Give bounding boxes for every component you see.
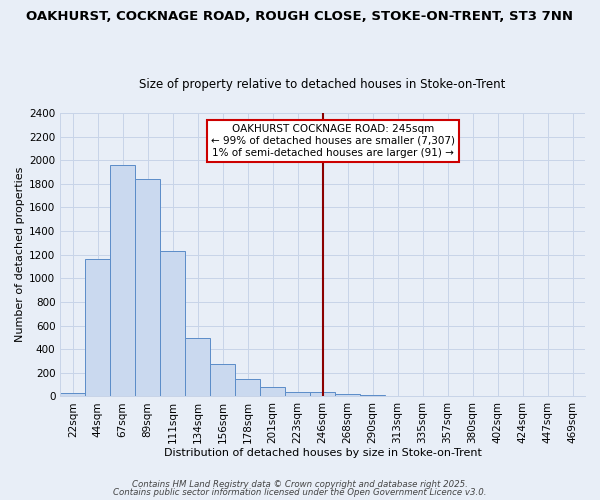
Bar (285, 392, 310, 396)
Bar (210, 364, 235, 396)
Bar (110, 165, 135, 396)
Text: Contains public sector information licensed under the Open Government Licence v3: Contains public sector information licen… (113, 488, 487, 497)
Bar (85, 260, 110, 396)
Bar (135, 179, 160, 396)
Bar (160, 251, 185, 396)
Text: Contains HM Land Registry data © Crown copyright and database right 2025.: Contains HM Land Registry data © Crown c… (132, 480, 468, 489)
Bar (360, 395, 385, 396)
Bar (310, 392, 335, 396)
Bar (335, 394, 360, 396)
Text: OAKHURST COCKNAGE ROAD: 245sqm
← 99% of detached houses are smaller (7,307)
1% o: OAKHURST COCKNAGE ROAD: 245sqm ← 99% of … (211, 124, 455, 158)
Bar (60, 393, 85, 396)
Text: OAKHURST, COCKNAGE ROAD, ROUGH CLOSE, STOKE-ON-TRENT, ST3 7NN: OAKHURST, COCKNAGE ROAD, ROUGH CLOSE, ST… (26, 10, 574, 23)
Bar (260, 388, 285, 396)
Bar (235, 378, 260, 396)
Bar (185, 338, 210, 396)
X-axis label: Distribution of detached houses by size in Stoke-on-Trent: Distribution of detached houses by size … (164, 448, 482, 458)
Title: Size of property relative to detached houses in Stoke-on-Trent: Size of property relative to detached ho… (139, 78, 506, 91)
Y-axis label: Number of detached properties: Number of detached properties (15, 167, 25, 342)
